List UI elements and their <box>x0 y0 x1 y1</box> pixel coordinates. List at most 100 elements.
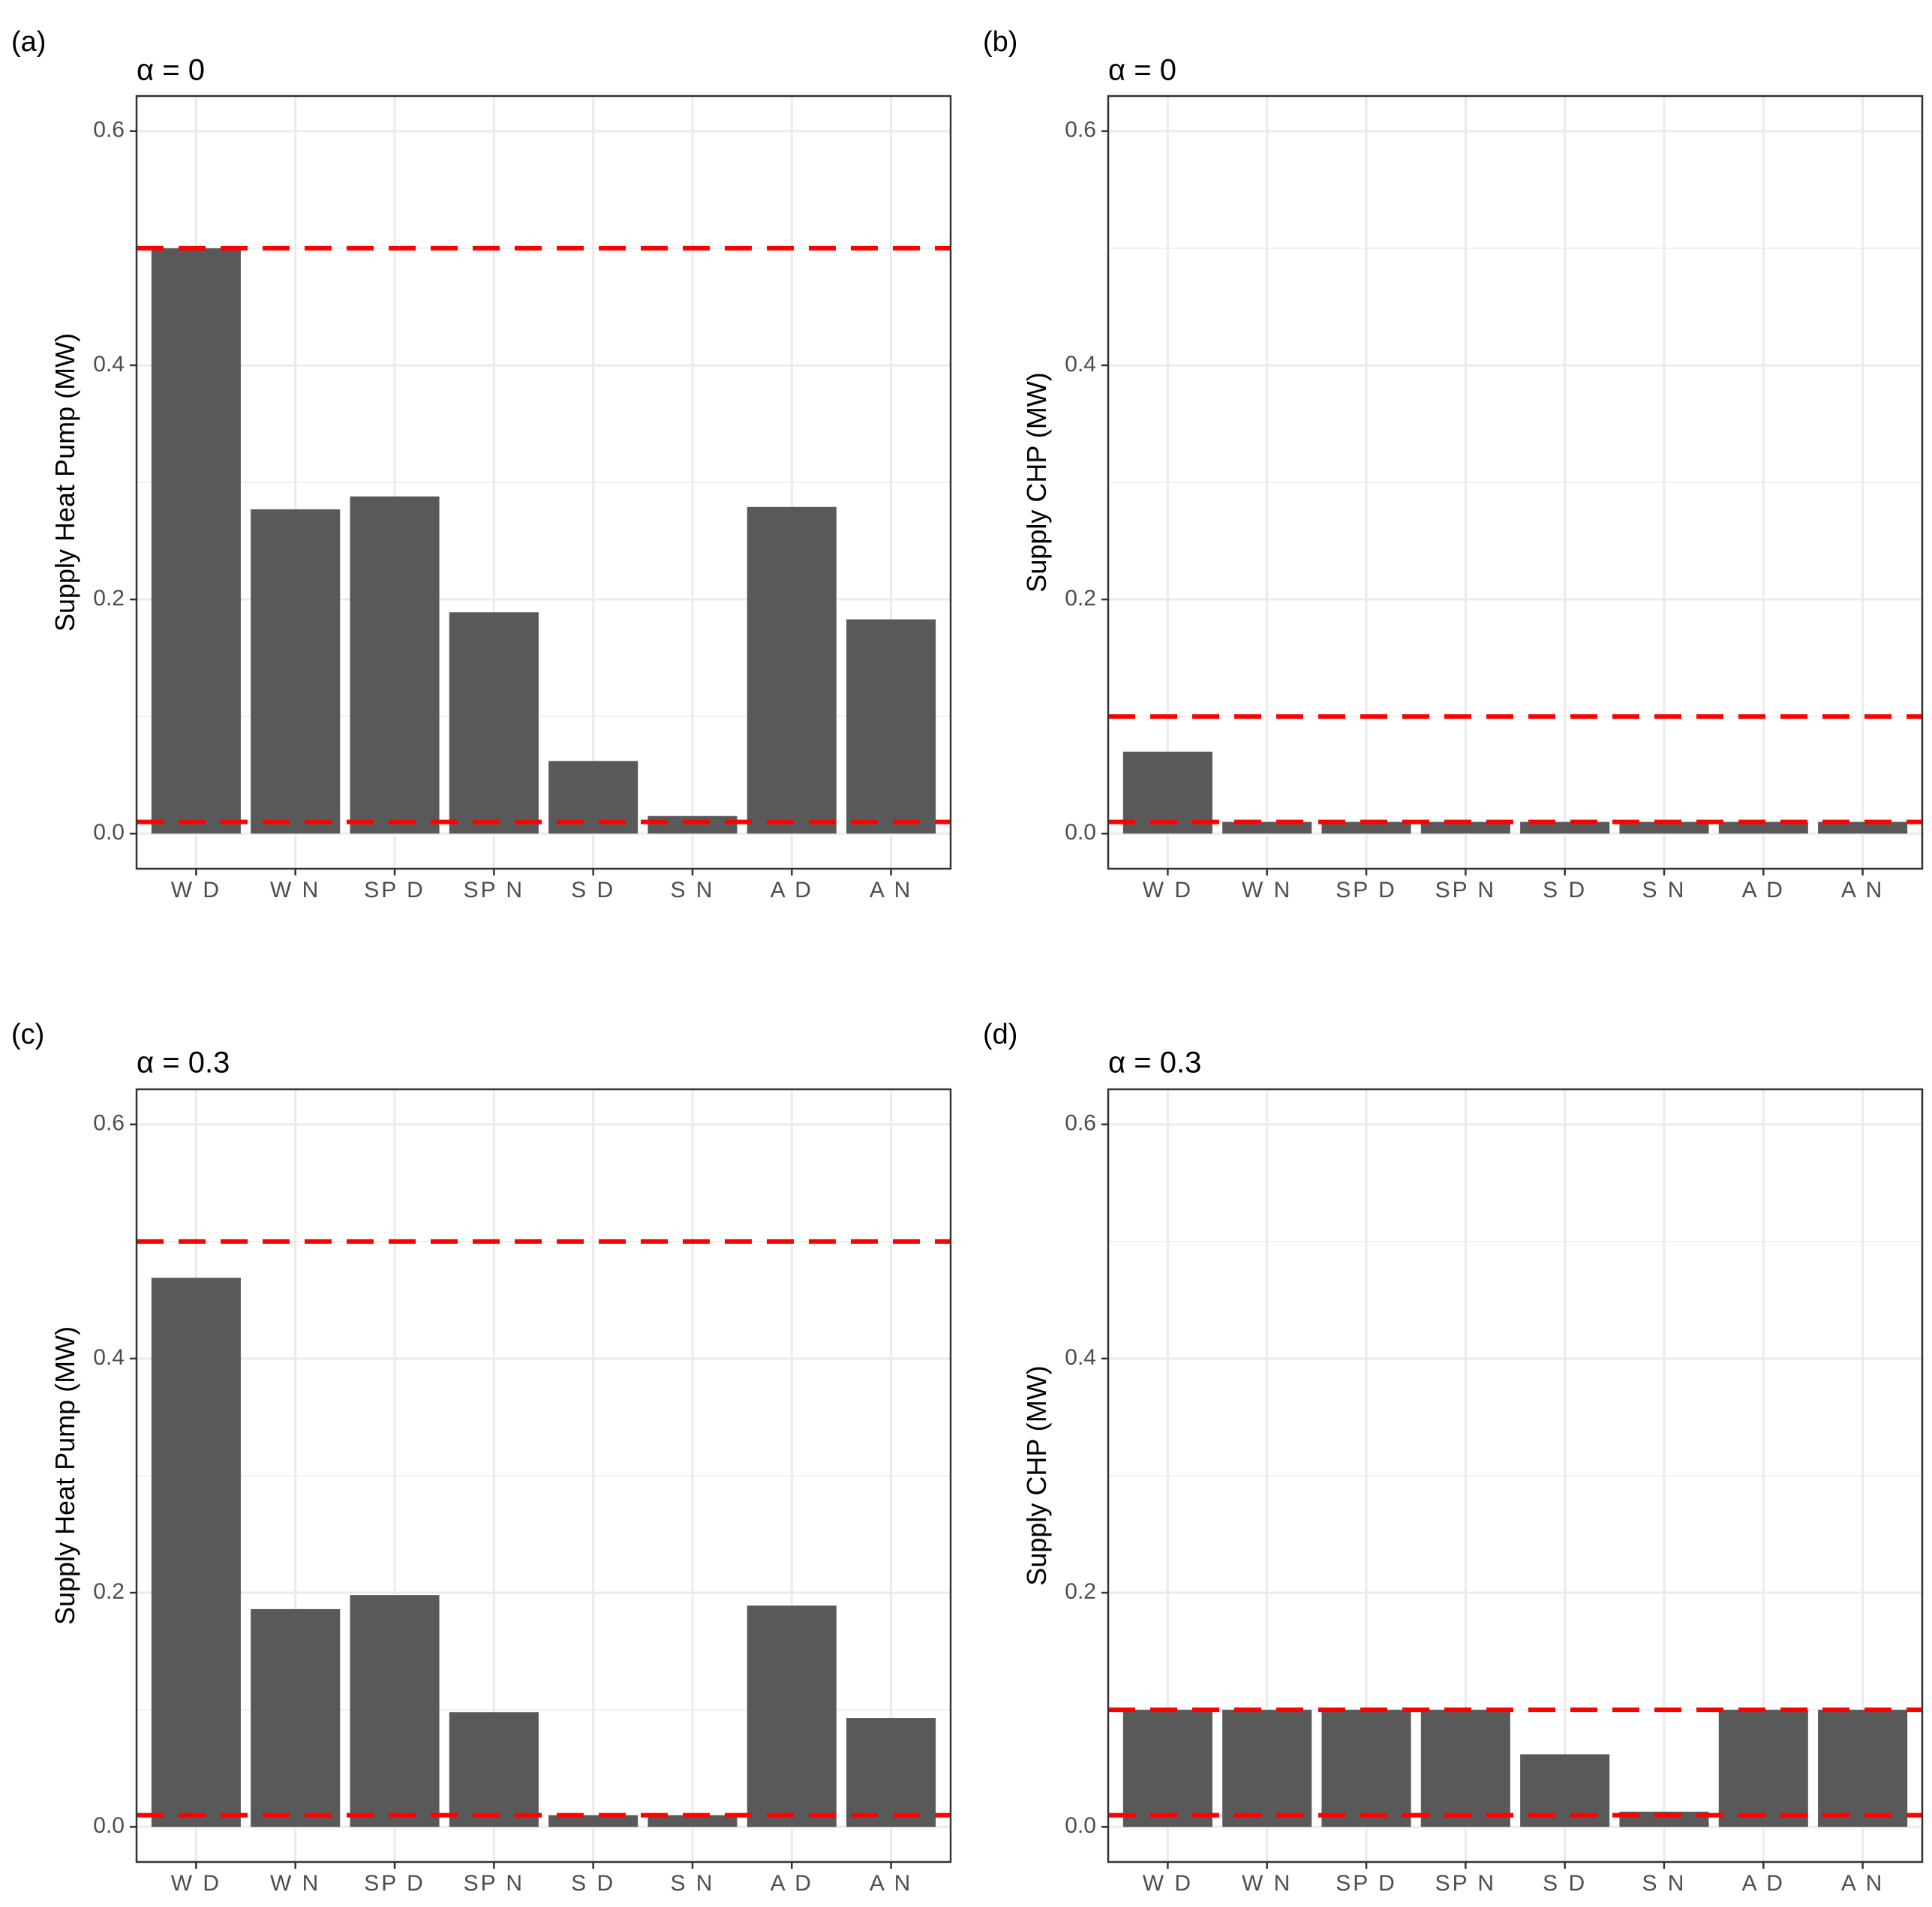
bar-a-d <box>1718 1710 1808 1827</box>
x-tick-label: W N <box>270 1871 320 1896</box>
chart-title: α = 0.3 <box>137 1047 230 1080</box>
panels: (a) α = 0 0.0 0.2 0.4 0.6 W D W N SP D SP N S D S N… <box>11 26 1924 1896</box>
x-tick-label: S D <box>571 1871 615 1896</box>
y-tick-label: 0.2 <box>1065 1579 1096 1604</box>
bar-w-d <box>151 1278 241 1827</box>
bar-s-d <box>1520 821 1610 834</box>
bar-sp-n <box>1420 1710 1510 1827</box>
y-tick-label: 0.6 <box>93 118 125 143</box>
x-tick-label: S N <box>1642 878 1686 902</box>
x-tick-label: SP D <box>1336 1871 1396 1896</box>
x-tick-label: A N <box>1841 878 1884 902</box>
bar-sp-d <box>1321 821 1411 834</box>
panel-label: (a) <box>11 26 46 58</box>
x-tick-label: W N <box>1242 878 1292 902</box>
x-tick-label: S D <box>571 878 615 902</box>
x-tick-label: A D <box>771 1871 813 1896</box>
x-tick-label: S N <box>1642 1871 1686 1896</box>
y-tick-label: 0.4 <box>93 352 125 377</box>
x-tick-label: W D <box>171 1871 221 1896</box>
x-tick-label: S D <box>1543 878 1587 902</box>
bar-s-n <box>1619 821 1709 834</box>
plot-border <box>1107 1088 1924 1863</box>
bar-s-d <box>548 1815 638 1827</box>
bar-w-d <box>1122 1710 1212 1827</box>
x-tick-label: S D <box>1543 1871 1587 1896</box>
x-tick-label: S N <box>670 1871 714 1896</box>
bar-a-d <box>1718 821 1808 834</box>
bar-sp-n <box>1420 821 1510 834</box>
panel-label: (b) <box>983 26 1017 58</box>
chart-panel-3: (c) α = 0.3 0.0 0.2 0.4 0.6 W D W N SP D SP N S D S… <box>11 1019 952 1896</box>
x-tick-label: SP D <box>1336 878 1396 902</box>
bar-s-n <box>1619 1811 1709 1827</box>
bar-a-n <box>1818 1710 1908 1827</box>
chart-panel-1: (a) α = 0 0.0 0.2 0.4 0.6 W D W N SP D SP N S D S N… <box>11 26 952 902</box>
bar-sp-n <box>449 612 539 834</box>
x-tick-label: A N <box>1841 1871 1884 1896</box>
x-tick-label: W D <box>171 878 221 902</box>
bar-a-n <box>846 1718 936 1827</box>
chart-panel-2: (b) α = 0 0.0 0.2 0.4 0.6 W D W N SP D SP N S D S N… <box>983 26 1924 902</box>
bar-a-n <box>1818 821 1908 834</box>
x-tick-label: W N <box>1242 1871 1292 1896</box>
y-tick-label: 0.4 <box>1065 1345 1096 1370</box>
y-tick-label: 0.0 <box>93 1813 125 1838</box>
chart-title: α = 0 <box>1108 54 1176 87</box>
bar-s-n <box>648 815 738 834</box>
bar-sp-d <box>350 496 440 834</box>
x-tick-label: S N <box>670 878 714 902</box>
x-tick-label: A D <box>771 878 813 902</box>
y-axis-label: Supply Heat Pump (MW) <box>50 1326 80 1625</box>
chart-title: α = 0.3 <box>1108 1047 1201 1080</box>
x-tick-label: SP D <box>364 1871 425 1896</box>
y-tick-label: 0.4 <box>1065 352 1096 377</box>
chart-title: α = 0 <box>137 54 205 87</box>
x-tick-label: W D <box>1143 878 1193 902</box>
bar-a-n <box>846 619 936 834</box>
x-tick-label: A D <box>1742 1871 1785 1896</box>
y-tick-label: 0.4 <box>93 1345 125 1370</box>
x-tick-label: A N <box>870 878 912 902</box>
y-tick-label: 0.6 <box>93 1111 125 1136</box>
bar-a-d <box>747 1605 837 1827</box>
bar-sp-n <box>449 1712 539 1827</box>
y-tick-label: 0.0 <box>93 820 125 845</box>
y-axis-label: Supply CHP (MW) <box>1021 1365 1052 1585</box>
x-tick-label: W D <box>1143 1871 1193 1896</box>
plot-border <box>135 1088 952 1863</box>
y-tick-label: 0.2 <box>1065 586 1096 611</box>
panel-label: (d) <box>983 1019 1017 1050</box>
y-tick-label: 0.0 <box>1065 820 1096 845</box>
y-axis-label: Supply CHP (MW) <box>1021 372 1052 592</box>
chart-panel-4: (d) α = 0.3 0.0 0.2 0.4 0.6 W D W N SP D SP N S D S… <box>983 1019 1924 1896</box>
bar-sp-d <box>1321 1710 1411 1827</box>
x-tick-label: SP N <box>464 878 524 902</box>
bar-w-n <box>1222 1710 1312 1827</box>
bar-w-n <box>251 509 341 834</box>
y-axis-label: Supply Heat Pump (MW) <box>50 333 80 632</box>
x-tick-label: A N <box>870 1871 912 1896</box>
bar-a-d <box>747 506 837 834</box>
plot-border <box>1107 95 1924 870</box>
bar-w-d <box>151 248 241 834</box>
y-tick-label: 0.2 <box>93 586 125 611</box>
bar-w-n <box>251 1608 341 1827</box>
bar-sp-d <box>350 1595 440 1827</box>
y-tick-label: 0.6 <box>1065 118 1096 143</box>
x-tick-label: SP N <box>464 1871 524 1896</box>
bar-s-n <box>648 1815 738 1827</box>
plot-border <box>135 95 952 870</box>
y-tick-label: 0.6 <box>1065 1111 1096 1136</box>
x-tick-label: SP N <box>1435 878 1496 902</box>
x-tick-label: SP D <box>364 878 425 902</box>
y-tick-label: 0.2 <box>93 1579 125 1604</box>
panel-label: (c) <box>11 1019 44 1050</box>
y-tick-label: 0.0 <box>1065 1813 1096 1838</box>
x-tick-label: W N <box>270 878 320 902</box>
bar-w-n <box>1222 821 1312 834</box>
x-tick-label: SP N <box>1435 1871 1496 1896</box>
x-tick-label: A D <box>1742 878 1785 902</box>
